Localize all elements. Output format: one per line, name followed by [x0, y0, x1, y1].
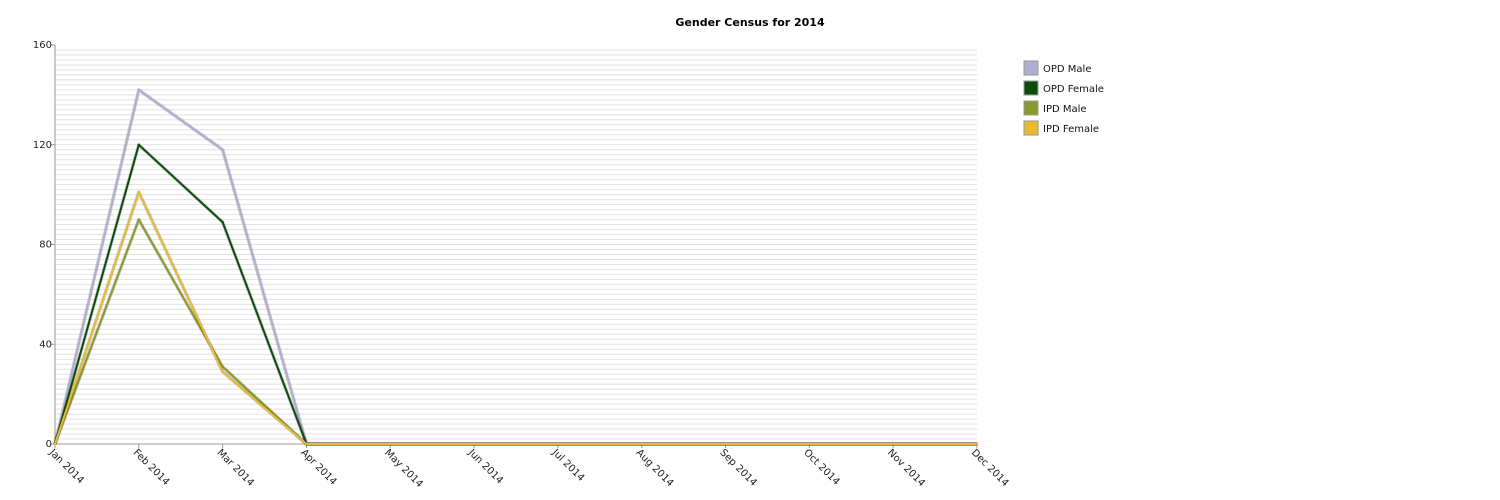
y-tick-label: 120 — [33, 140, 52, 151]
data-point — [640, 442, 643, 446]
y-tick-label: 160 — [33, 40, 52, 51]
legend: OPD Male OPD Female IPD Male IPD Female — [1023, 60, 1104, 136]
y-tick-label: 0 — [46, 439, 52, 450]
y-tick-label: 80 — [39, 240, 52, 251]
x-tick-label: Aug 2014 — [634, 447, 676, 489]
data-point — [137, 190, 140, 194]
data-point — [389, 442, 392, 446]
series-line — [54, 191, 977, 445]
x-tick-label: Nov 2014 — [885, 447, 927, 489]
data-point — [472, 442, 476, 446]
x-tick-label: Mar 2014 — [215, 447, 256, 488]
data-point — [724, 442, 727, 446]
data-point — [305, 442, 308, 446]
legend-item: IPD Male — [1023, 100, 1087, 116]
legend-label: IPD Male — [1043, 104, 1087, 115]
legend-item: IPD Female — [1023, 120, 1099, 136]
x-tick-label: Jan 2014 — [46, 447, 86, 487]
data-point — [221, 220, 224, 224]
legend-swatch — [1023, 120, 1039, 136]
x-tick-label: Sep 2014 — [717, 447, 758, 488]
data-point — [137, 143, 140, 146]
legend-label: OPD Female — [1043, 84, 1104, 95]
legend-swatch — [1023, 100, 1039, 116]
data-point — [221, 148, 224, 151]
x-tick-label: Jul 2014 — [549, 447, 586, 484]
chart-title: Gender Census for 2014 — [675, 16, 825, 29]
data-point — [556, 442, 560, 446]
legend-item: OPD Male — [1023, 60, 1091, 76]
x-tick-label: Dec 2014 — [969, 447, 1011, 489]
data-point — [53, 442, 57, 446]
data-point — [137, 88, 140, 92]
legend-swatch — [1023, 80, 1039, 96]
y-tick-label: 40 — [39, 339, 52, 350]
legend-swatch — [1023, 60, 1039, 76]
data-point — [137, 218, 140, 221]
series-ipd-female — [53, 190, 979, 446]
x-tick-label: Oct 2014 — [801, 447, 841, 487]
legend-label: OPD Male — [1043, 64, 1091, 75]
x-tick-label: Jun 2014 — [465, 447, 505, 487]
data-point — [221, 365, 224, 368]
x-tick-label: Feb 2014 — [131, 447, 172, 488]
x-tick-label: May 2014 — [382, 447, 425, 490]
series-lines — [53, 88, 979, 446]
data-point — [221, 370, 224, 373]
legend-label: IPD Female — [1043, 124, 1099, 135]
legend-item: OPD Female — [1023, 80, 1104, 96]
data-point — [892, 442, 895, 446]
gridlines — [55, 49, 977, 440]
data-point — [975, 442, 979, 446]
data-point — [808, 442, 811, 446]
x-tick-label: Apr 2014 — [298, 447, 338, 487]
